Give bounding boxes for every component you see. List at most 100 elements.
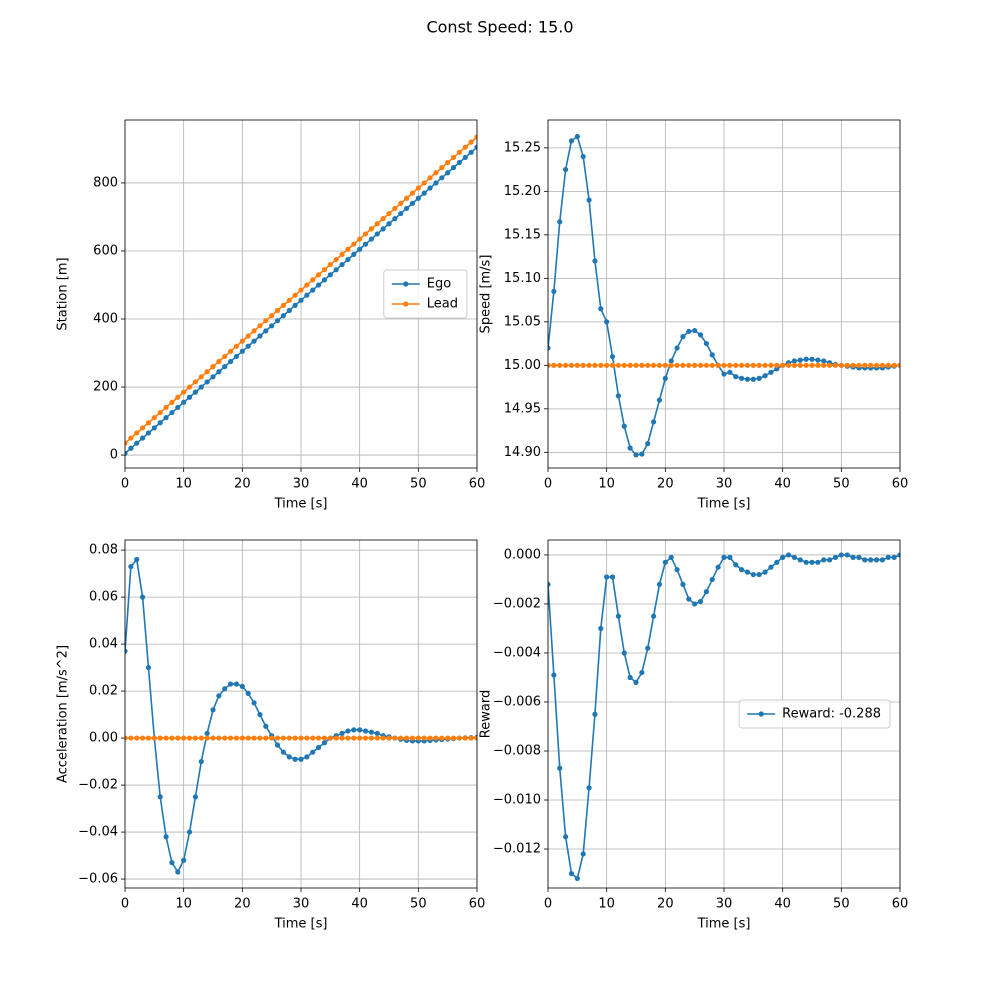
marker [586, 362, 592, 368]
y-tick-label: −0.008 [493, 744, 541, 759]
marker [125, 648, 128, 654]
marker [239, 735, 245, 741]
marker [257, 711, 263, 718]
marker [733, 374, 739, 380]
x-tick-label: 50 [833, 477, 850, 492]
marker [668, 358, 674, 364]
x-tick-label: 10 [175, 897, 192, 912]
marker [780, 554, 786, 561]
x-tick-label: 0 [544, 477, 552, 492]
marker [832, 362, 839, 368]
marker [797, 557, 803, 563]
subplot: 0 10 20 30 40 50 60 −0.012 −0.010 −0.008 −0.006 −0.… [479, 539, 908, 932]
marker [298, 297, 304, 303]
marker [456, 735, 462, 741]
marker [286, 297, 292, 303]
x-tick-label: 0 [121, 897, 129, 912]
marker [733, 362, 739, 368]
marker [386, 735, 392, 741]
marker [251, 700, 257, 706]
x-axis-label: Time [s] [274, 917, 328, 932]
axes-frame [124, 119, 478, 469]
marker [409, 200, 416, 206]
plot-area [548, 552, 900, 882]
marker [216, 735, 222, 741]
marker [374, 221, 380, 227]
marker [263, 735, 269, 741]
marker [433, 735, 439, 741]
y-axis-label: Speed [m/s] [479, 255, 494, 334]
marker [128, 445, 134, 451]
marker [744, 362, 751, 368]
x-tick-label: 10 [175, 477, 192, 492]
x-tick-label: 40 [351, 897, 368, 912]
marker [468, 149, 474, 155]
marker [125, 440, 128, 446]
marker [456, 159, 462, 166]
marker [345, 256, 351, 263]
marker [233, 353, 240, 360]
marker [269, 323, 275, 329]
marker [439, 165, 445, 171]
marker [333, 256, 339, 263]
marker [891, 362, 897, 368]
marker [586, 785, 592, 791]
legend-marker [403, 301, 409, 307]
marker [245, 735, 251, 741]
marker [257, 323, 263, 329]
y-tick-label: 0.02 [89, 684, 118, 699]
marker [392, 205, 398, 212]
marker [280, 749, 286, 755]
marker [339, 261, 345, 268]
marker [216, 693, 222, 699]
marker [362, 735, 369, 741]
x-tick-label: 50 [410, 477, 427, 492]
marker [269, 313, 275, 319]
marker [368, 226, 374, 232]
plot-area [125, 556, 477, 875]
marker [797, 357, 803, 363]
x-axis-label: Time [s] [697, 917, 751, 932]
marker [374, 231, 380, 237]
marker [151, 415, 157, 421]
marker [674, 362, 680, 368]
marker [368, 735, 374, 741]
marker [750, 376, 756, 382]
subplot: 0 10 20 30 40 50 60 14.90 14.95 15.00 15.05 15.10 15… [479, 119, 908, 512]
marker [216, 358, 222, 365]
marker [721, 554, 727, 561]
marker [321, 277, 328, 283]
marker [204, 369, 210, 375]
marker [140, 435, 146, 441]
marker [651, 613, 657, 619]
marker [598, 362, 604, 368]
marker [210, 364, 216, 370]
marker [163, 404, 169, 411]
marker [879, 557, 886, 563]
marker [439, 175, 445, 181]
marker [251, 735, 257, 741]
marker [604, 319, 610, 325]
marker [304, 282, 310, 288]
x-tick-label: 40 [351, 477, 368, 492]
legend: Ego Lead [383, 269, 468, 319]
marker [175, 394, 181, 400]
marker [368, 729, 374, 735]
marker [157, 794, 163, 800]
marker [680, 581, 686, 587]
marker [157, 420, 163, 426]
marker [739, 567, 745, 573]
marker [210, 374, 216, 380]
legend-marker [758, 711, 764, 717]
marker [686, 328, 692, 335]
marker [674, 345, 680, 351]
marker [639, 669, 645, 676]
marker [862, 362, 868, 368]
marker [239, 338, 245, 344]
marker [192, 379, 198, 385]
marker [169, 399, 175, 405]
marker [233, 343, 240, 349]
marker [474, 134, 477, 140]
marker [551, 362, 557, 368]
marker [574, 362, 580, 368]
